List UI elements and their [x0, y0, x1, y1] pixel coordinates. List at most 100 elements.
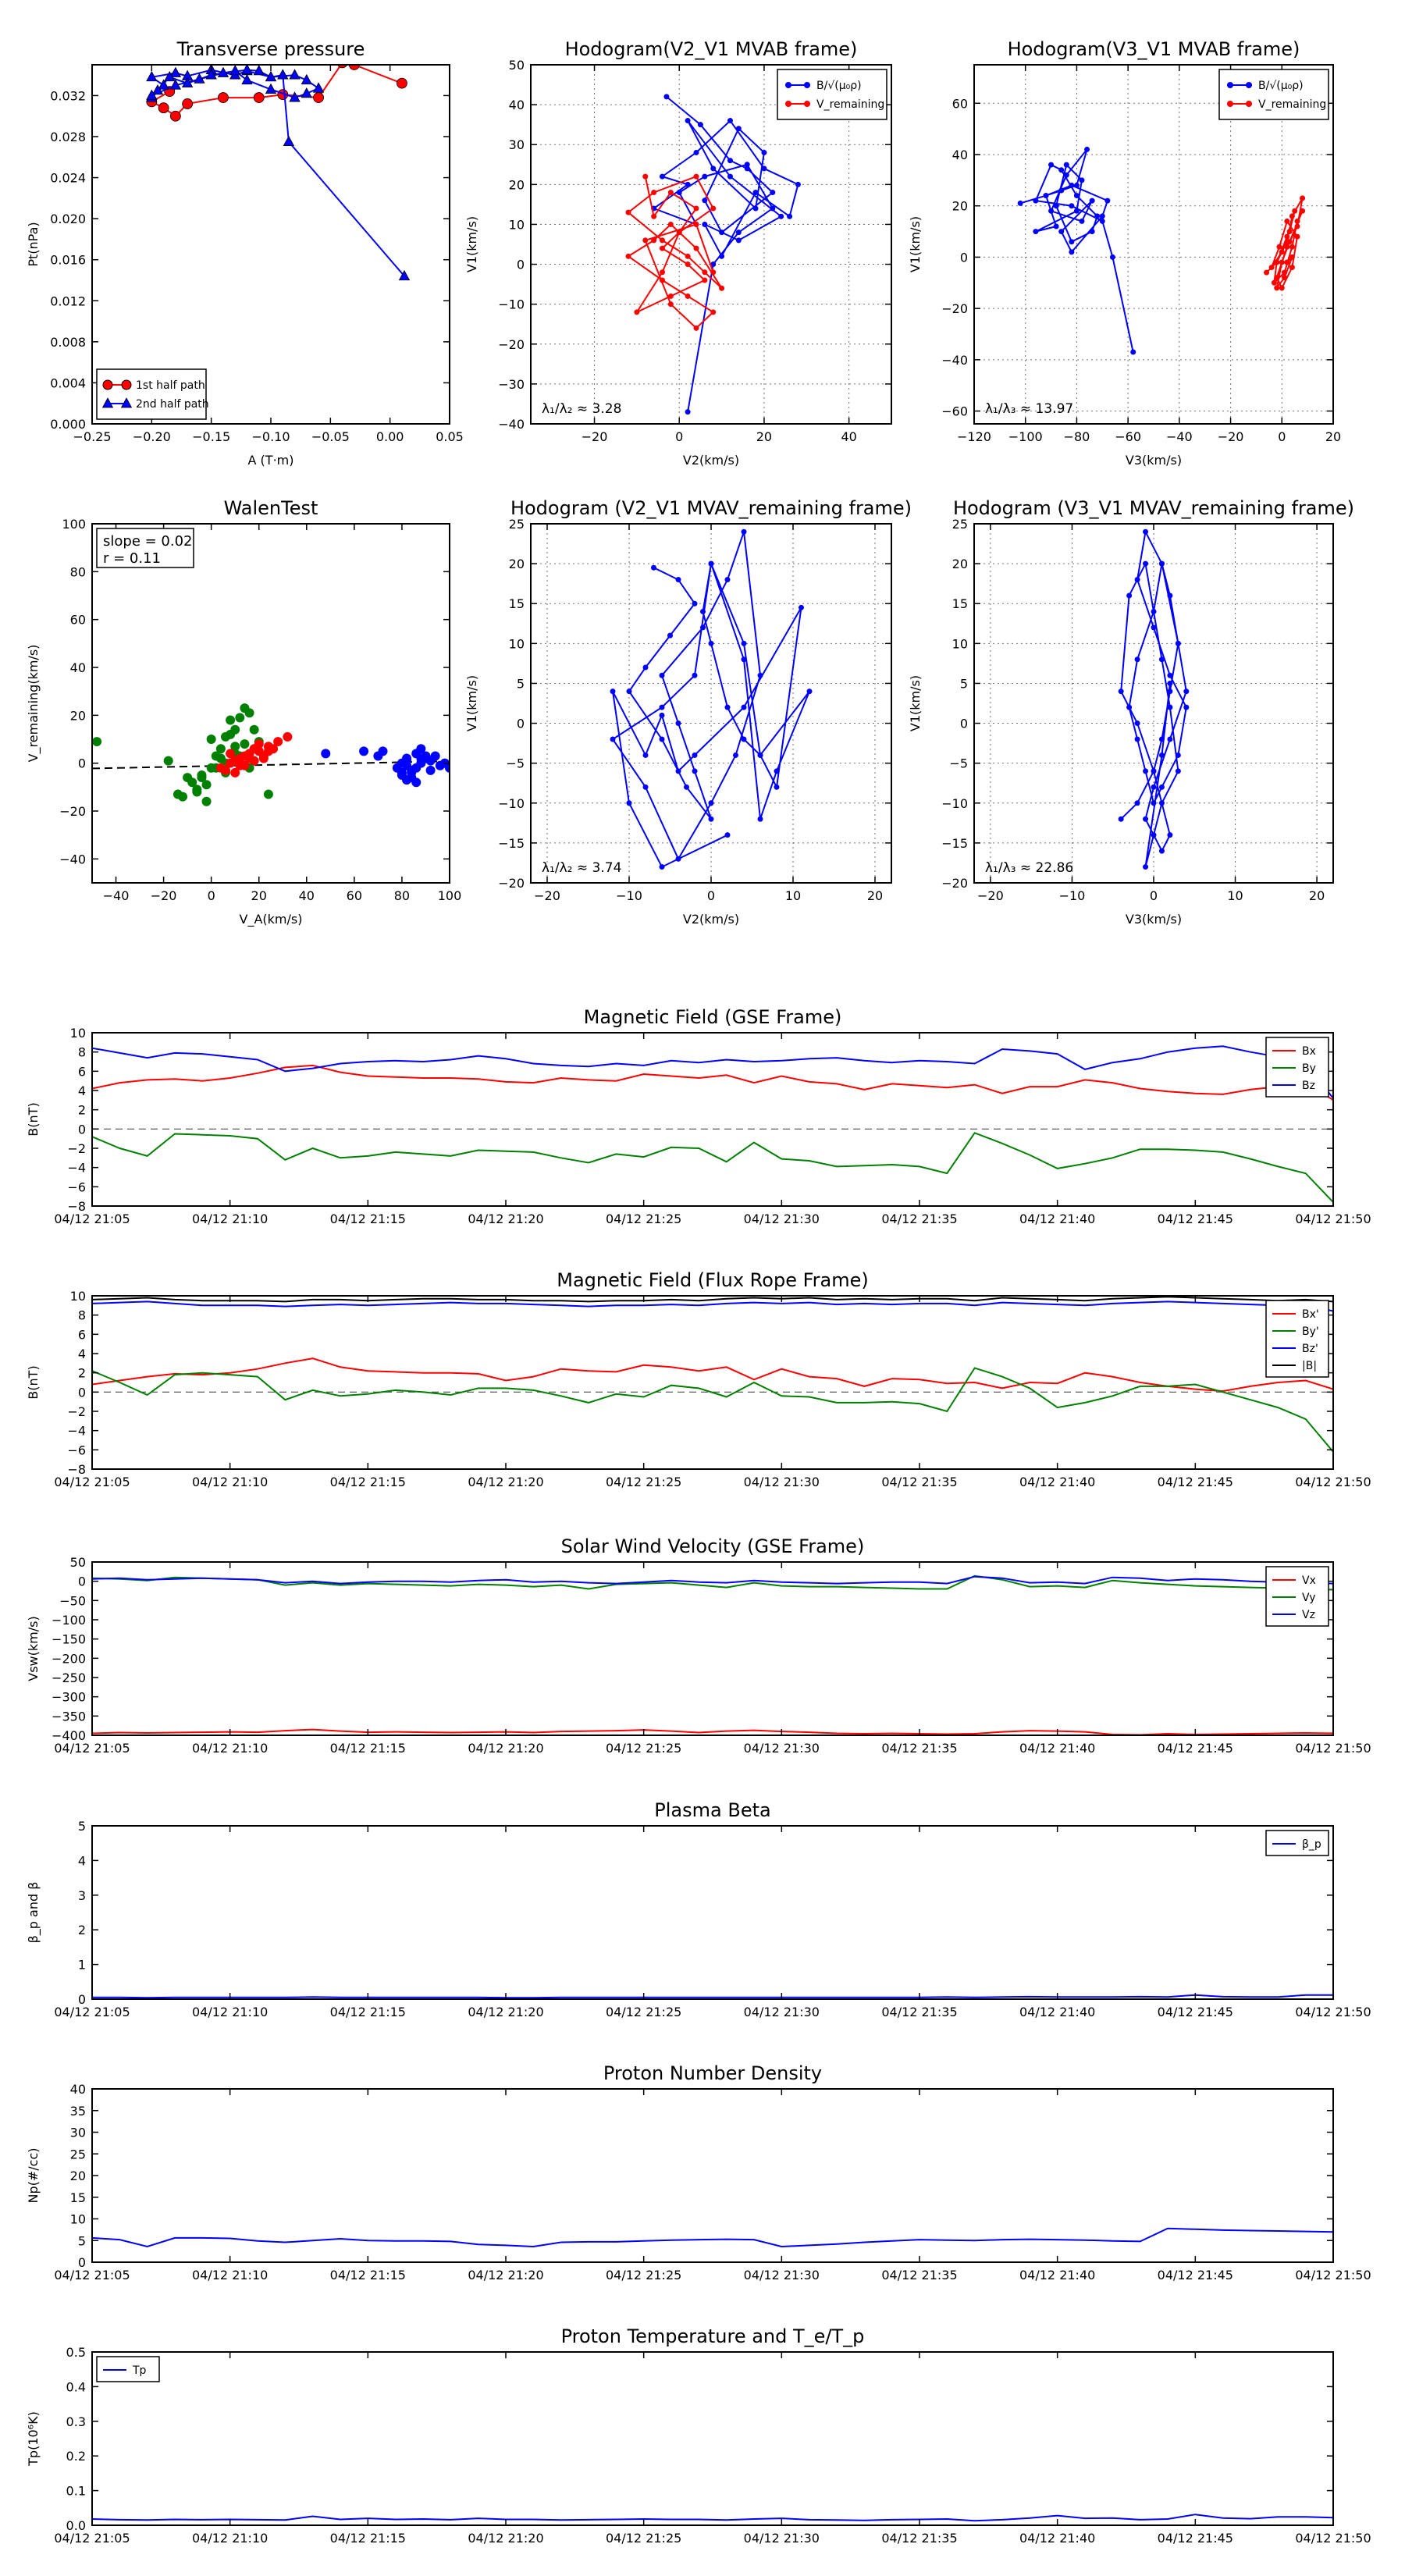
data-point: [1073, 193, 1080, 199]
x-axis-label: A (T·m): [248, 453, 294, 468]
data-point: [1158, 656, 1165, 663]
data-point: [215, 744, 226, 754]
data-point: [675, 856, 681, 862]
data-point: [735, 237, 742, 244]
data-point: [1143, 560, 1149, 567]
legend-box: [96, 368, 207, 420]
data-point: [1053, 203, 1059, 209]
series-line: [627, 175, 723, 329]
x-tick-label: 60: [347, 888, 362, 903]
x-tick-label: 0.05: [436, 429, 464, 444]
x-tick-label: 04/12 21:10: [192, 1212, 268, 1226]
legend-box: [777, 69, 887, 120]
data-point: [659, 704, 665, 710]
x-tick-label: 04/12 21:10: [192, 2005, 268, 2019]
data-point: [1289, 265, 1295, 271]
data-point: [235, 760, 245, 770]
x-tick-label: 04/12 21:30: [744, 1212, 820, 1226]
axes-frame: [91, 2088, 1334, 2263]
x-tick-label: 04/12 21:10: [192, 2531, 268, 2546]
y-tick-label: 35: [70, 2104, 86, 2119]
y-tick-label: −10: [498, 297, 525, 312]
data-point: [700, 624, 706, 631]
axes-frame: [91, 523, 450, 884]
y-tick-label: −10: [941, 796, 968, 811]
y-tick-label: 10: [509, 217, 525, 232]
data-point: [610, 688, 616, 695]
data-point: [312, 82, 325, 93]
plot-area: [92, 1994, 1333, 1999]
data-point: [710, 262, 717, 268]
data-point: [710, 269, 717, 276]
data-point: [407, 765, 417, 775]
data-point: [741, 704, 747, 710]
x-tick-label: 04/12 21:45: [1158, 2531, 1233, 2546]
annotation-text: r = 0.11: [103, 550, 161, 567]
x-tick-label: 04/12 21:20: [468, 1212, 543, 1226]
axes-frame: [973, 64, 1334, 425]
data-point: [724, 704, 731, 710]
x-tick-label: 04/12 21:50: [1295, 2531, 1371, 2546]
y-tick-label: −6: [67, 1443, 86, 1457]
x-tick-label: 04/12 21:15: [330, 2268, 406, 2282]
data-point: [685, 118, 691, 124]
x-tick-label: 20: [867, 888, 883, 903]
x-axis-label: V_A(km/s): [240, 912, 303, 927]
x-tick-label: 04/12 21:10: [192, 1741, 268, 1756]
data-point: [1151, 608, 1157, 614]
data-point: [249, 724, 259, 735]
data-point: [727, 158, 733, 164]
y-tick-label: −4: [67, 1424, 86, 1439]
data-point: [226, 715, 236, 725]
data-point: [659, 269, 665, 276]
data-point: [1175, 640, 1181, 646]
axes-frame: [91, 2351, 1334, 2526]
data-point: [215, 753, 226, 763]
legend-marker: [1227, 101, 1233, 107]
data-point: [684, 784, 689, 790]
data-point: [1151, 624, 1157, 631]
y-tick-label: 40: [70, 2082, 86, 2097]
data-point: [659, 736, 665, 742]
y-tick-label: 0.2: [66, 2449, 86, 2464]
data-point: [1286, 229, 1293, 235]
data-point: [258, 753, 269, 763]
data-point: [1079, 218, 1085, 224]
y-tick-label: 4: [78, 1347, 86, 1361]
y-axis-label: V1(km/s): [908, 675, 923, 731]
x-tick-label: 04/12 21:20: [468, 2531, 543, 2546]
plot-area: [92, 2227, 1333, 2248]
legend-marker: [121, 379, 132, 390]
x-tick-label: −40: [103, 888, 130, 903]
data-point: [1089, 197, 1095, 204]
x-axis-label: V2(km/s): [683, 912, 739, 927]
chart-title: Hodogram(V2_V1 MVAB frame): [565, 38, 858, 60]
legend-label: By': [1302, 1325, 1319, 1338]
x-tick-label: 04/12 21:20: [468, 1475, 543, 1489]
data-point: [702, 197, 708, 204]
data-point: [1167, 672, 1173, 678]
data-point: [685, 262, 691, 268]
y-tick-label: 30: [509, 137, 525, 152]
x-tick-label: 04/12 21:20: [468, 2268, 543, 2282]
x-tick-label: 04/12 21:45: [1158, 1475, 1233, 1489]
data-point: [1134, 800, 1140, 806]
data-point: [702, 269, 708, 276]
data-point: [1294, 233, 1300, 240]
x-tick-label: 20: [1309, 888, 1325, 903]
x-tick-label: −10: [616, 888, 642, 903]
data-point: [675, 577, 681, 583]
y-tick-label: 0: [78, 1122, 86, 1137]
y-tick-label: 10: [952, 636, 968, 651]
x-tick-label: 20: [756, 429, 772, 444]
y-tick-label: 5: [517, 676, 525, 691]
data-point: [741, 736, 747, 742]
chart-ts5: 04/12 21:05 04/12 21:10 04/12 21:15 04/12 2…: [26, 2062, 1371, 2282]
x-tick-label: 04/12 21:25: [606, 1475, 681, 1489]
data-point: [425, 765, 436, 775]
data-point: [163, 756, 173, 766]
data-point: [708, 560, 714, 567]
legend-marker: [120, 397, 133, 408]
y-tick-label: 0: [78, 1992, 86, 2007]
series-line: [92, 1045, 1333, 1099]
